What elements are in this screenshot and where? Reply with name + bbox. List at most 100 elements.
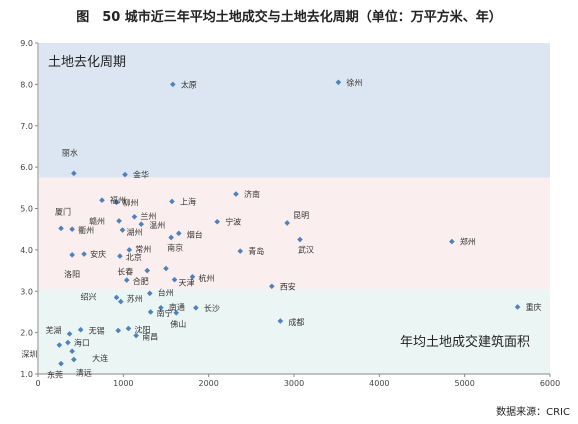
point-武汉 [297,236,303,243]
label-海口: 海口 [74,338,90,348]
point-丽水 [71,170,77,177]
point-长春 [144,267,151,274]
label-南昌: 南昌 [142,332,158,342]
y-tick-label: 8.0 [20,80,33,89]
point-安庆 [81,251,87,257]
label-丽水: 丽水 [62,147,78,157]
label-青岛: 青岛 [248,246,264,256]
y-tick-label: 2.0 [20,329,33,338]
y-tick-label: 3.0 [20,287,33,296]
point-柳州 [113,199,120,206]
label-安庆: 安庆 [90,249,106,259]
label-清远: 清远 [76,368,92,378]
point-成都2 [163,265,169,272]
point-温州 [138,221,145,228]
point-济南 [233,191,239,197]
x-tick-label: 3000 [284,379,304,388]
label-长春: 长春 [117,267,133,277]
label-温州: 温州 [149,221,165,230]
point-沈阳 [125,325,132,332]
band-1 [39,177,550,290]
point-佛山 [173,309,180,316]
label-佛山: 佛山 [170,319,186,329]
x-tick-label: 5000 [454,379,474,388]
point-南通 [158,305,164,311]
y-tick-label: 4.0 [20,246,33,255]
y-tick-label: 9.0 [20,39,33,48]
label-湖州: 湖州 [126,228,142,237]
point-上海 [169,198,175,205]
point-北京 [117,253,123,259]
label-长沙: 长沙 [204,303,220,313]
point-太原 [170,81,176,88]
point-无锡 [77,326,84,333]
label-烟台: 烟台 [187,229,203,239]
point-台州 [146,290,153,297]
point-兰州 [131,213,138,220]
point-海口 [65,339,71,346]
point-南京 [168,234,174,241]
label-赣州: 赣州 [89,216,105,226]
label-台州: 台州 [158,287,174,297]
point-徐州 [335,79,342,86]
point-金华 [122,171,128,178]
label-常州: 常州 [135,245,151,254]
point-成都 [277,318,284,324]
point-湖州 [119,227,126,233]
point-西安 [269,283,275,290]
label-沈阳: 沈阳 [134,324,150,334]
point-杭州 [189,273,196,280]
data-points [56,79,521,367]
point-芜湖 [66,331,73,337]
label-深圳: 深圳 [21,349,37,359]
label-徐州: 徐州 [346,77,362,87]
point-苏州 [117,298,124,305]
point-清远 [71,356,77,363]
point-南昌 [133,332,139,339]
point-合肥 [123,277,130,283]
point-天津 [171,276,178,283]
x-tick-label: 1000 [113,379,133,388]
point-南宁 [147,309,154,315]
label-西安: 西安 [280,281,296,291]
label-北京: 北京 [126,252,142,262]
label-天津: 天津 [179,278,195,288]
band-label-bottom: 年均土地成交建筑面积 [400,334,530,350]
label-芜湖: 芜湖 [46,325,62,335]
label-大连: 大连 [92,353,108,363]
point-绍兴 [113,294,120,301]
label-南通: 南通 [169,302,185,312]
label-重庆: 重庆 [526,302,542,312]
background-bands [39,43,550,374]
label-南宁: 南宁 [157,308,173,318]
axes: 1.0 2.0 3.0 4.0 5.0 6.0 7.0 8.0 9.0 0 1000 2000 3000… [20,39,560,388]
chart-title: 图 50 城市近三年平均土地成交与土地去化周期（单位：万平方米、年） [76,10,502,25]
label-衢州: 衢州 [78,225,94,235]
band-0 [39,43,550,178]
label-武汉: 武汉 [298,245,314,255]
band-2 [39,289,550,374]
point-泉州 [115,327,122,334]
label-宁波: 宁波 [225,217,241,227]
point-深圳 [56,342,63,348]
label-南京: 南京 [167,242,183,252]
label-无锡: 无锡 [89,327,105,336]
point-青岛 [237,248,244,254]
label-济南: 济南 [244,189,260,199]
band-label-top: 土地去化周期 [48,55,126,70]
point-洛阳 [69,252,75,258]
point-东莞 [58,360,64,367]
y-tick-label: 1.0 [20,370,33,379]
point-衢州 [69,226,75,232]
label-洛阳: 洛阳 [64,269,80,279]
y-tick-label: 5.0 [20,205,33,214]
label-合肥: 合肥 [133,276,149,286]
label-苏州: 苏州 [127,294,143,304]
label-昆明: 昆明 [293,211,309,220]
point-大连 [69,348,75,355]
label-杭州: 杭州 [198,273,214,283]
data-source: 数据来源：CRIC [496,407,570,418]
label-金华: 金华 [133,170,149,180]
